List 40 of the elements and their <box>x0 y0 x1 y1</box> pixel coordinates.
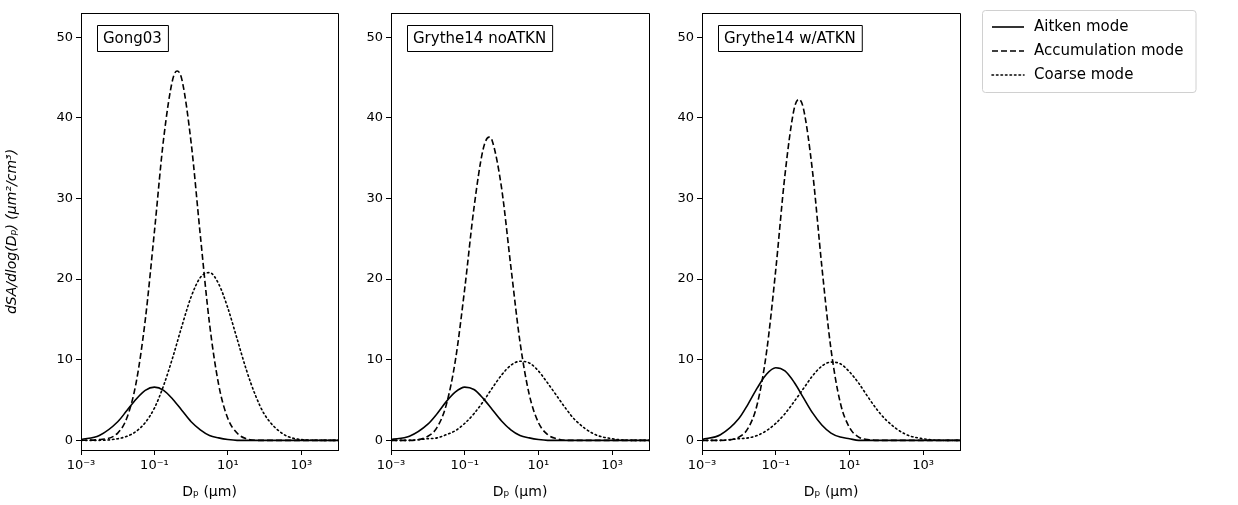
y-tick-label: 50 <box>366 28 383 44</box>
y-tick-label: 0 <box>685 431 694 447</box>
legend-label: Aitken mode <box>1034 16 1129 35</box>
y-tick-label: 40 <box>56 109 73 125</box>
x-tick-label: 10⁻¹ <box>450 457 480 473</box>
y-tick-label: 20 <box>677 270 694 286</box>
x-tick-label: 10⁻³ <box>687 457 717 473</box>
text: Grythe14 w/ATKN <box>724 28 856 47</box>
legend-label: Coarse mode <box>1034 64 1134 83</box>
x-tick-label: 10⁻¹ <box>761 457 791 473</box>
x-tick-label: 10⁻¹ <box>140 457 169 473</box>
y-axis-title: dSA/dlog(Dₚ) (µm²/cm³) <box>3 148 20 315</box>
x-axis-title: Dₚ (µm) <box>803 483 859 500</box>
x-tick-label: 10⁻³ <box>376 457 406 473</box>
x-axis-title: Dₚ (µm) <box>182 483 237 500</box>
legend-label: Accumulation mode <box>1034 40 1184 59</box>
x-tick-label: 10³ <box>290 457 313 473</box>
text: Grythe14 noATKN <box>413 28 547 47</box>
x-tick-label: 10³ <box>601 457 624 473</box>
x-tick-label: 10³ <box>912 457 935 473</box>
y-tick-label: 30 <box>366 189 383 205</box>
x-axis-title: Dₚ (µm) <box>492 483 548 500</box>
y-tick-label: 10 <box>56 351 73 367</box>
x-tick-label: 10¹ <box>216 457 239 473</box>
y-tick-label: 30 <box>56 189 73 205</box>
y-tick-label: 20 <box>366 270 383 286</box>
y-tick-label: 0 <box>374 431 383 447</box>
y-tick-label: 0 <box>64 431 73 447</box>
y-tick-label: 10 <box>366 351 383 367</box>
y-tick-label: 50 <box>677 28 694 44</box>
y-tick-label: 50 <box>56 28 73 44</box>
text: Gong03 <box>103 28 162 47</box>
y-tick-label: 10 <box>677 351 694 367</box>
y-tick-label: 40 <box>677 109 694 125</box>
y-tick-label: 20 <box>56 270 73 286</box>
y-tick-label: 40 <box>366 109 383 125</box>
x-tick-label: 10⁻³ <box>66 457 96 473</box>
x-tick-label: 10¹ <box>527 457 550 473</box>
x-tick-label: 10¹ <box>838 457 861 473</box>
y-tick-label: 30 <box>677 189 694 205</box>
